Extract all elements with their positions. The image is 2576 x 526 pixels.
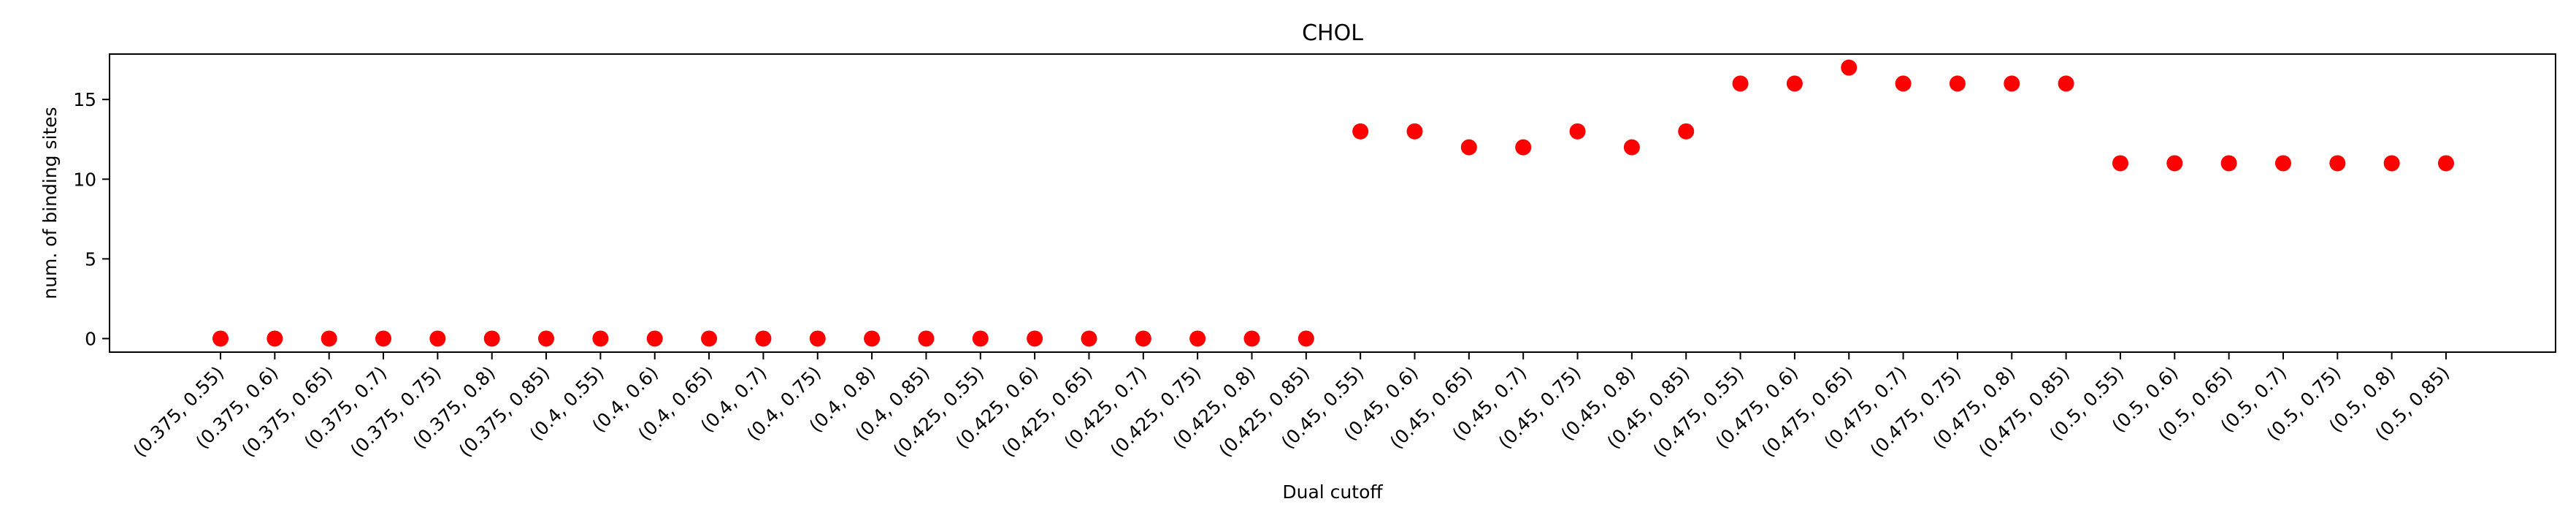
- data-point: [267, 330, 283, 347]
- data-point: [1786, 75, 1803, 92]
- data-point: [538, 330, 555, 347]
- data-point: [1678, 123, 1695, 140]
- data-point: [2438, 155, 2454, 172]
- data-point: [1406, 123, 1423, 140]
- data-point: [1460, 139, 1477, 156]
- data-point: [1841, 59, 1858, 76]
- data-point: [1081, 330, 1097, 347]
- data-point: [2004, 75, 2020, 92]
- chart-title: CHOL: [1302, 20, 1363, 46]
- data-point: [375, 330, 392, 347]
- data-point: [1732, 75, 1749, 92]
- data-point: [2112, 155, 2128, 172]
- y-tick-label: 15: [73, 89, 96, 110]
- data-point: [483, 330, 500, 347]
- data-point: [701, 330, 718, 347]
- data-point: [2220, 155, 2237, 172]
- y-tick-label: 10: [73, 169, 96, 190]
- y-axis-label: num. of binding sites: [39, 107, 61, 299]
- data-point: [864, 330, 881, 347]
- data-point: [1027, 330, 1043, 347]
- data-point: [1623, 139, 1640, 156]
- data-point: [429, 330, 446, 347]
- data-point: [1135, 330, 1151, 347]
- data-point: [2058, 75, 2074, 92]
- data-point: [1297, 330, 1314, 347]
- data-point: [1569, 123, 1586, 140]
- data-point: [809, 330, 826, 347]
- data-point: [1352, 123, 1369, 140]
- data-point: [212, 330, 229, 347]
- y-tick-label: 0: [85, 328, 96, 349]
- y-axis: 0 5 10 15: [73, 89, 110, 349]
- plot-frame: [109, 53, 2556, 353]
- data-point: [2383, 155, 2400, 172]
- data-point: [1515, 139, 1532, 156]
- data-point: [918, 330, 935, 347]
- data-point: [2274, 155, 2291, 172]
- data-point: [1189, 330, 1206, 347]
- data-point: [592, 330, 609, 347]
- data-point: [646, 330, 663, 347]
- x-axis-label: Dual cutoff: [1282, 481, 1383, 503]
- data-point: [755, 330, 772, 347]
- data-point: [972, 330, 989, 347]
- data-point: [1949, 75, 1966, 92]
- data-point: [2166, 155, 2183, 172]
- y-tick-label: 5: [85, 248, 96, 270]
- data-point: [2329, 155, 2346, 172]
- data-point: [1243, 330, 1260, 347]
- data-point: [321, 330, 337, 347]
- data-points: [212, 59, 2454, 347]
- data-point: [1895, 75, 1912, 92]
